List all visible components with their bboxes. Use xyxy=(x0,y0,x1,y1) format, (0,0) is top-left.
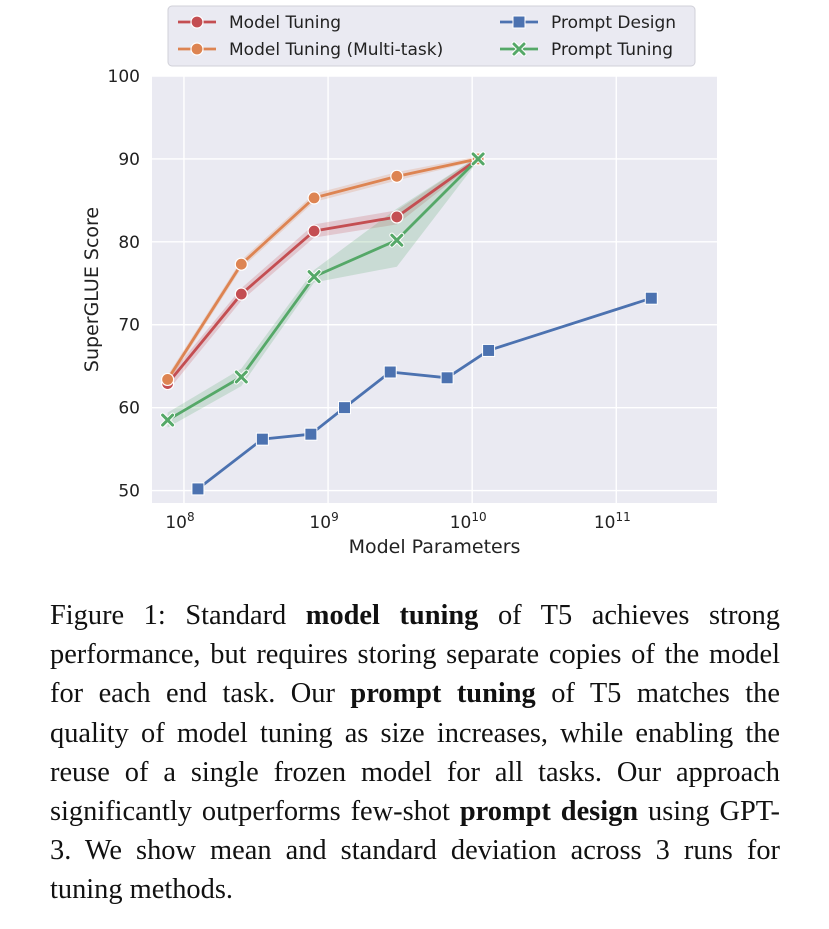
legend-box xyxy=(167,5,696,67)
y-tick-labels: 50 60 70 80 90 100 xyxy=(108,67,140,502)
y-tick-label: 80 xyxy=(118,233,140,253)
legend: Model Tuning Model Tuning (Multi-task) Pro… xyxy=(167,5,696,67)
prompt-design-point xyxy=(337,401,351,415)
model-tuning-point xyxy=(234,287,248,301)
prompt-tuning-point xyxy=(234,370,248,384)
legend-marker-model-tuning-multi-task xyxy=(190,42,204,56)
prompt-design-point xyxy=(482,343,496,357)
prompt-design-point xyxy=(644,291,658,305)
x-tick-label: 109 xyxy=(309,510,338,533)
prompt-design-point xyxy=(383,365,397,379)
prompt-tuning-point xyxy=(307,270,321,284)
model-tuning-multi-task-point xyxy=(234,257,248,271)
y-tick-label: 100 xyxy=(108,67,140,87)
x-tick-label: 1011 xyxy=(594,510,631,533)
caption-bold-prompt-tuning: prompt tuning xyxy=(350,678,536,710)
y-tick-label: 60 xyxy=(118,399,140,419)
legend-label-model-tuning: Model Tuning xyxy=(229,13,341,33)
caption-bold-model-tuning: model tuning xyxy=(305,600,479,631)
x-tick-label: 108 xyxy=(165,510,194,533)
y-axis-label: SuperGLUE Score xyxy=(81,207,103,372)
model-tuning-multi-task-point xyxy=(307,191,321,205)
prompt-design-point xyxy=(191,482,205,496)
model-tuning-point xyxy=(390,210,404,224)
superglue-line-chart: 50 60 70 80 90 100 108 109 1010 1011 Model Param… xyxy=(81,5,717,558)
legend-marker-prompt-design xyxy=(512,15,526,29)
caption-text-1: Standard xyxy=(165,600,306,631)
y-tick-label: 90 xyxy=(118,150,140,170)
caption-text-3: of T5 matches the quality of model tunin… xyxy=(50,678,780,828)
prompt-design-point xyxy=(255,432,269,446)
model-tuning-point xyxy=(307,224,321,238)
prompt-design-line xyxy=(197,296,652,491)
legend-label-prompt-design: Prompt Design xyxy=(551,13,676,33)
caption-text-4: using GPT-3. We show mean and standard d… xyxy=(50,796,781,906)
y-tick-label: 70 xyxy=(118,316,140,336)
series-markers xyxy=(160,151,658,496)
legend-label-prompt-tuning: Prompt Tuning xyxy=(551,40,673,60)
grid-lines xyxy=(152,75,717,503)
legend-marker-prompt-tuning xyxy=(512,42,526,56)
prompt-tuning-point xyxy=(471,152,485,166)
figure-caption: Figure 1: Standard model tuning of T5 ac… xyxy=(50,596,780,910)
caption-text-2: of T5 achieves strong performance, but r… xyxy=(50,600,780,710)
x-tick-labels: 108 109 1010 1011 xyxy=(165,510,630,533)
model-tuning-multi-task-point xyxy=(390,169,404,183)
legend-marker-model-tuning xyxy=(190,15,204,29)
caption-label: Figure 1: xyxy=(50,600,166,631)
x-axis-label: Model Parameters xyxy=(349,536,521,558)
series-lines xyxy=(166,157,652,491)
prompt-tuning-point xyxy=(390,233,404,247)
prompt-design-point xyxy=(304,427,318,441)
prompt-design-point xyxy=(440,371,454,385)
prompt-tuning-point xyxy=(161,413,175,427)
model-tuning-multi-task-point xyxy=(161,372,175,387)
legend-label-model-tuning-multi-task: Model Tuning (Multi-task) xyxy=(229,40,443,60)
prompt-tuning-band xyxy=(167,156,479,428)
x-tick-label: 1010 xyxy=(450,510,487,533)
y-tick-label: 50 xyxy=(118,482,140,502)
caption-bold-prompt-design: prompt design xyxy=(459,796,639,828)
